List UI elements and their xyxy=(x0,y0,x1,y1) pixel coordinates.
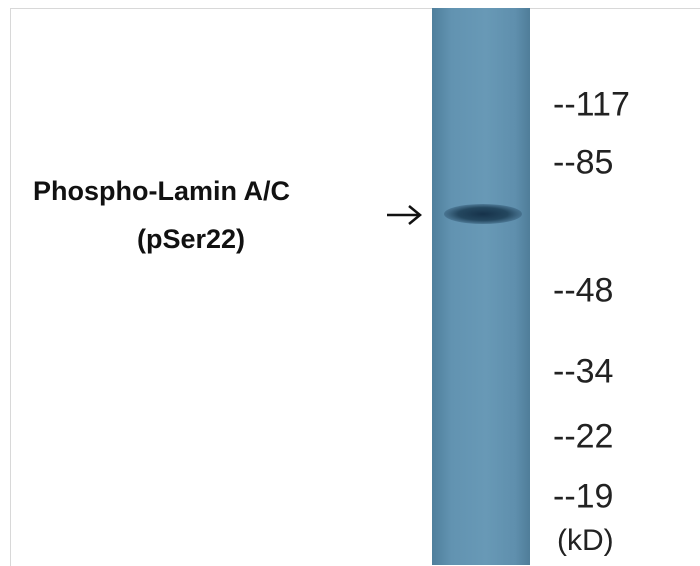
protein-label: (pSer22) xyxy=(137,224,246,254)
protein-band xyxy=(444,204,522,224)
protein-label: Phospho-Lamin A/C xyxy=(33,176,290,206)
marker-label: --19 xyxy=(553,477,614,516)
arrow xyxy=(387,205,422,225)
marker-label: --34 xyxy=(553,352,614,391)
unit-label: (kD) xyxy=(557,524,614,557)
frame xyxy=(10,8,700,566)
blot-lane xyxy=(432,8,530,565)
marker-label: --48 xyxy=(553,271,614,310)
marker-label: --117 xyxy=(553,85,630,124)
marker-label: --85 xyxy=(553,143,614,182)
marker-label: --22 xyxy=(553,417,614,456)
